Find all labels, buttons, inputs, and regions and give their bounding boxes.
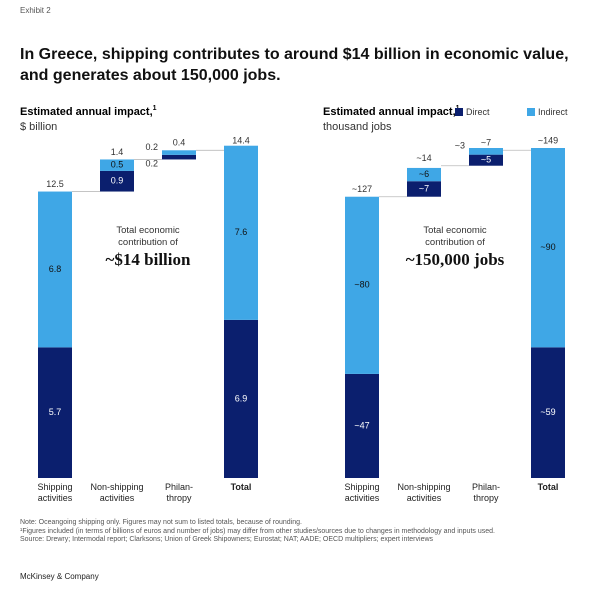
value-label: 0.2 — [145, 159, 158, 169]
bar-segment — [100, 159, 134, 171]
value-label: ~90 — [540, 242, 555, 252]
subtitle: Estimated annual impact,1 — [20, 105, 157, 118]
bar-segment — [345, 373, 379, 478]
bar-segment — [162, 154, 196, 160]
total-label: 1.4 — [111, 147, 124, 157]
bar-segment — [38, 191, 72, 348]
note: Source: Drewry; Intermodal report; Clark… — [20, 536, 434, 543]
exhibit-label: Exhibit 2 — [20, 6, 51, 15]
subtitle-text: Estimated annual impact, — [20, 106, 153, 118]
annotation: Total economic contribution of — [116, 225, 180, 248]
annotation-value: ~$14 billion — [105, 250, 191, 269]
subtitle: Estimated annual impact,1 — [323, 105, 460, 118]
annotation-value: ~150,000 jobs — [405, 250, 505, 269]
category-label: Shipping activities — [37, 482, 73, 503]
bar-segment — [162, 150, 196, 155]
bar-segment — [531, 148, 565, 348]
footer: McKinsey & Company — [20, 572, 99, 581]
bar-segment — [407, 181, 441, 197]
value-label: 6.8 — [49, 264, 62, 274]
value-label: ~3 — [455, 141, 465, 151]
notes: Note: Oceangoing shipping only. Figures … — [20, 519, 590, 545]
value-label: 0.9 — [111, 176, 124, 186]
value-label: 6.9 — [235, 393, 248, 403]
total-label: 14.4 — [232, 135, 250, 145]
value-label: 7.6 — [235, 227, 248, 237]
subtitle-text: Estimated annual impact, — [323, 106, 456, 118]
category-label: Philan- thropy — [164, 482, 193, 503]
bar-segment — [224, 319, 258, 478]
legend-label: Direct — [466, 107, 490, 117]
bar-segment — [469, 148, 503, 155]
value-label: ~7 — [419, 183, 429, 193]
bar-segment — [469, 154, 503, 166]
note: ¹Figures included (in terms of billions … — [20, 527, 495, 535]
category-label: Shipping activities — [344, 482, 380, 503]
category-label: Non-shipping activities — [90, 482, 144, 503]
value-label: 0.2 — [145, 142, 158, 152]
legend-swatch — [527, 108, 535, 116]
value-label: ~6 — [419, 169, 429, 179]
legend-swatch — [455, 108, 463, 116]
total-label: 0.4 — [173, 138, 186, 148]
total-label: ~14 — [416, 153, 431, 163]
annotation: Total economic contribution of — [423, 225, 487, 248]
title: In Greece, shipping contributes to aroun… — [20, 46, 569, 84]
category-label: Total — [230, 482, 252, 492]
bar-segment — [531, 347, 565, 478]
note: Note: Oceangoing shipping only. Figures … — [20, 519, 302, 526]
category-label: Non-shipping activities — [397, 482, 451, 503]
value-label: 0.5 — [111, 160, 124, 170]
value-label: 5.7 — [49, 407, 62, 417]
legend-label: Indirect — [538, 107, 568, 117]
subtitle-note: 1 — [153, 105, 157, 112]
total-label: ~149 — [538, 135, 558, 145]
bar-segment — [224, 145, 258, 320]
total-label: ~7 — [481, 138, 491, 148]
bar-segment — [407, 167, 441, 182]
unit: $ billion — [20, 121, 57, 133]
category-label: Total — [537, 482, 559, 492]
value-label: ~59 — [540, 407, 555, 417]
bar-segment — [100, 170, 134, 192]
total-label: 12.5 — [46, 179, 64, 189]
value-label: ~5 — [481, 155, 491, 165]
value-label: ~80 — [354, 280, 369, 290]
bar-segment — [38, 347, 72, 478]
category-label: Philan- thropy — [471, 482, 500, 503]
total-label: ~127 — [352, 184, 372, 194]
unit: thousand jobs — [323, 121, 392, 133]
bar-segment — [345, 196, 379, 374]
value-label: ~47 — [354, 420, 369, 430]
